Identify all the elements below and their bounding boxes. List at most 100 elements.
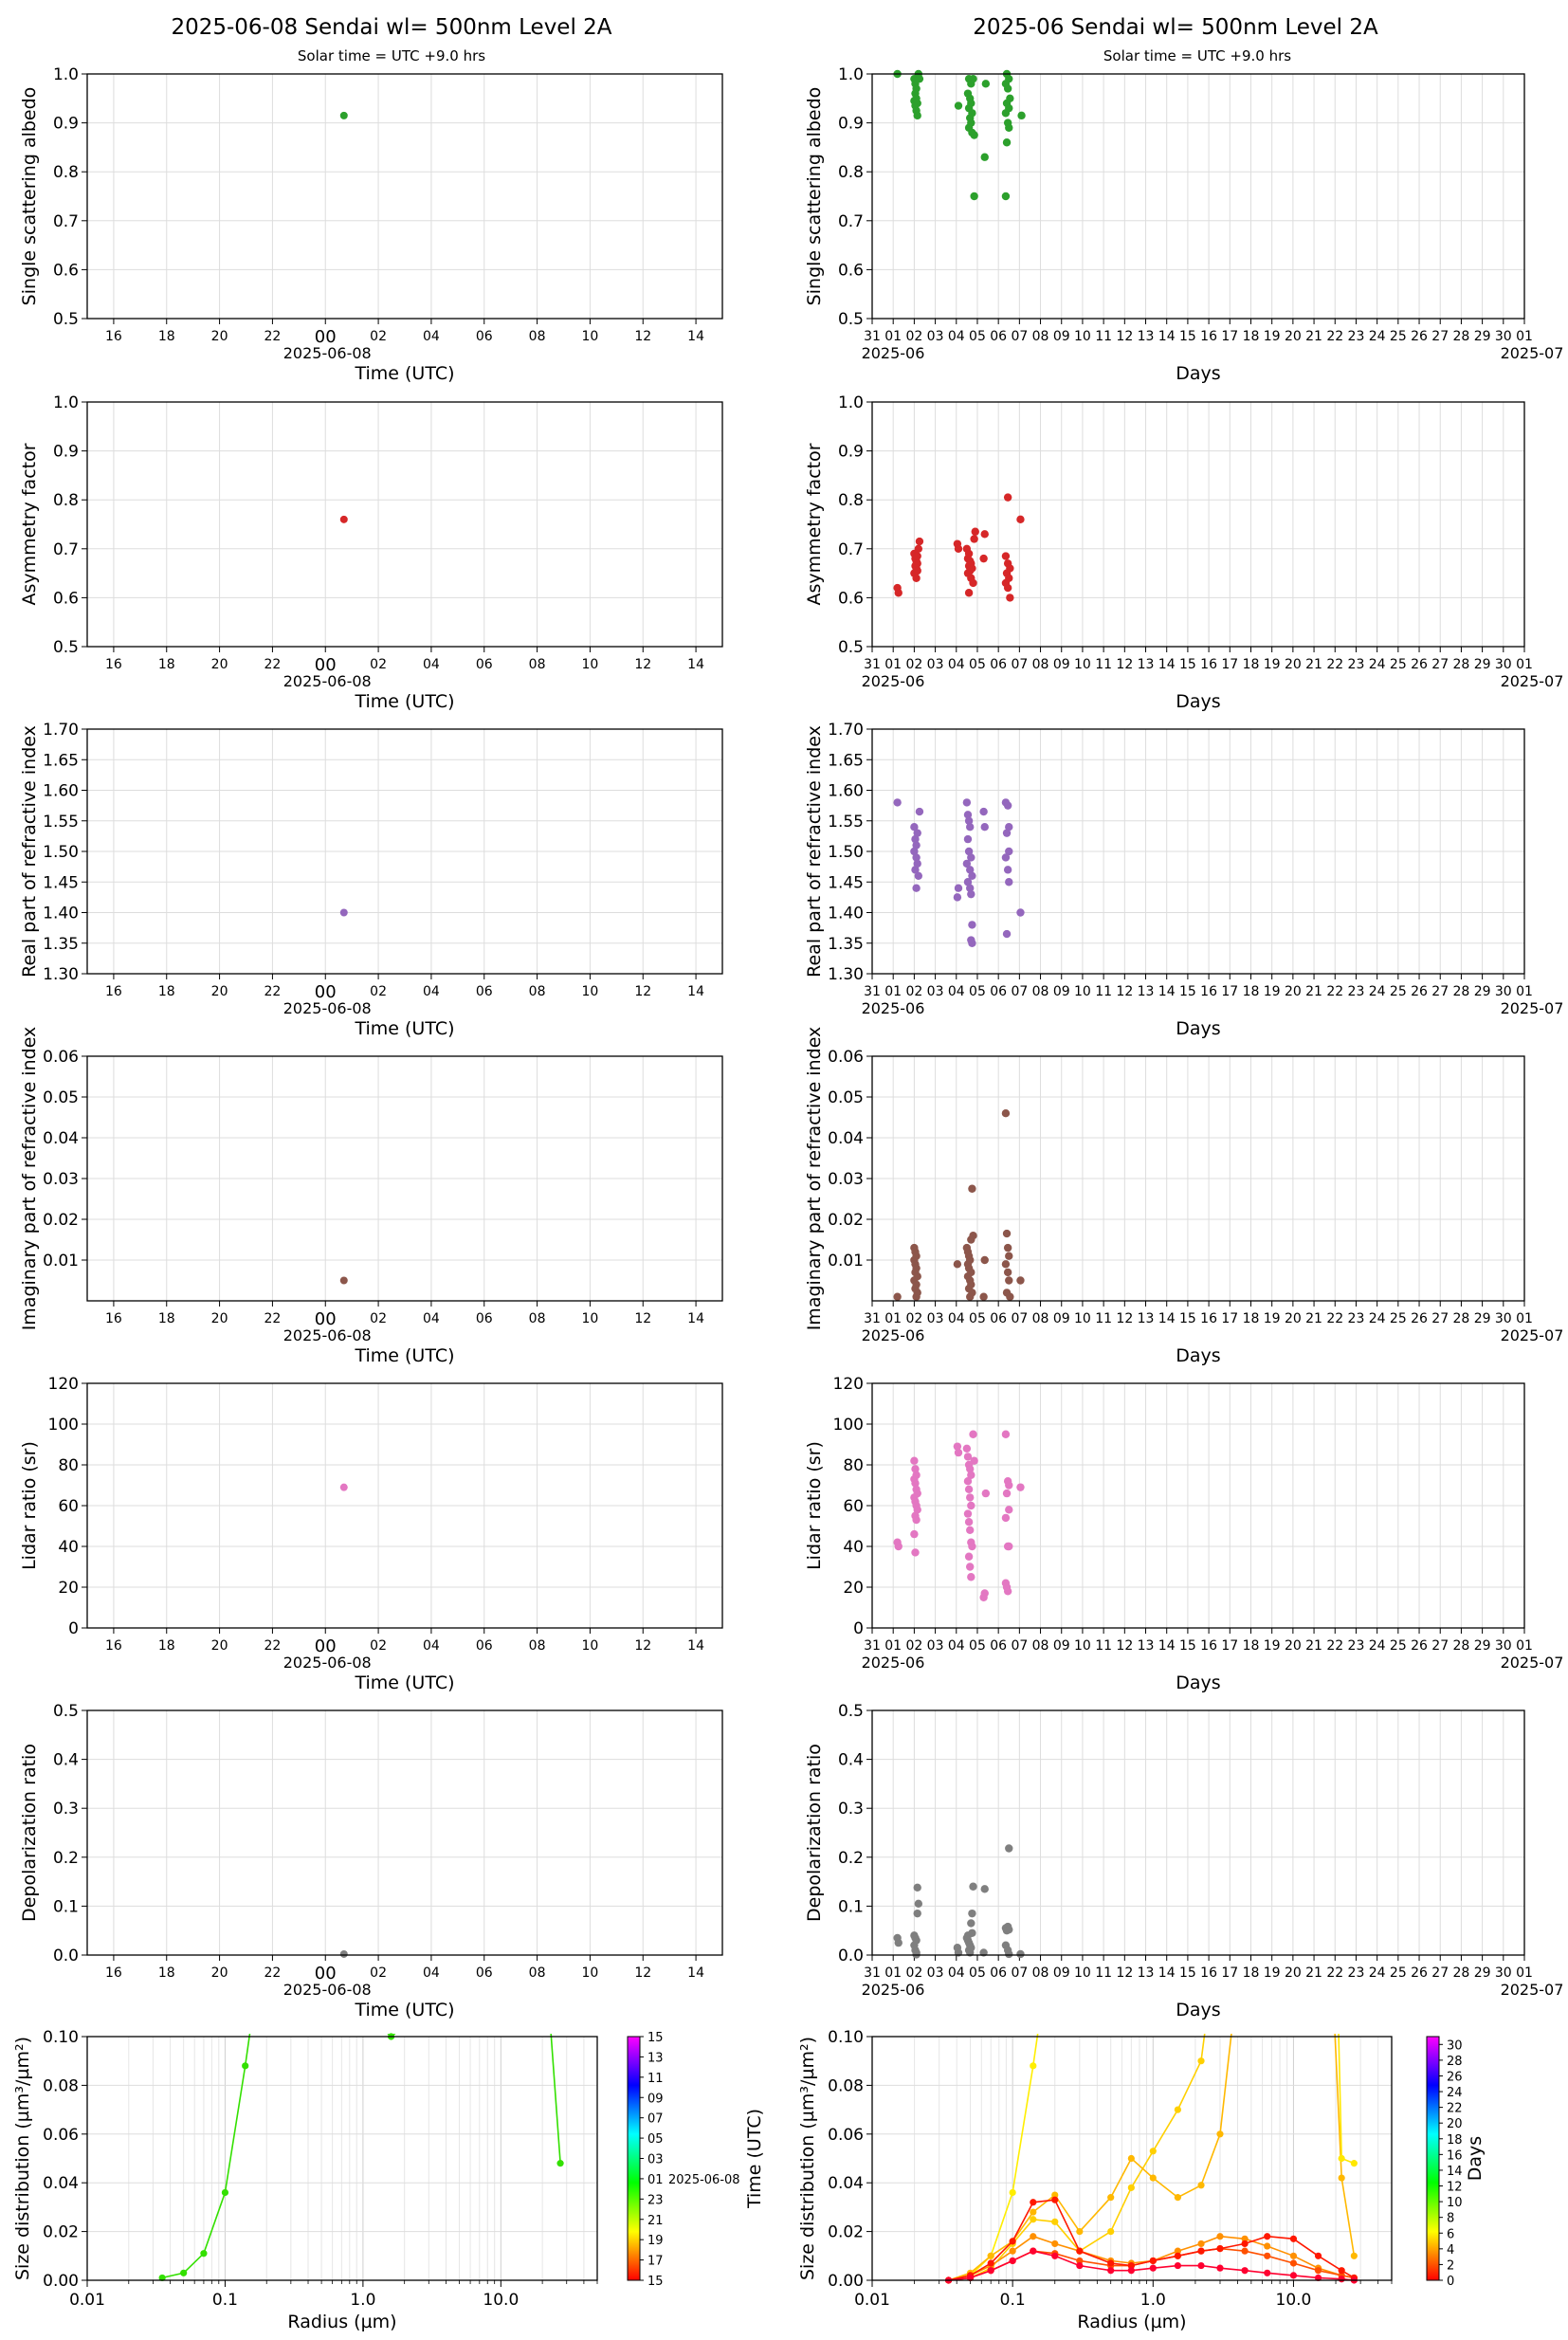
colorbar-right-tick-label: 4 — [1447, 2243, 1454, 2258]
colorbar-left-tick-label: 01 — [647, 2173, 664, 2187]
ssa-month-point — [1002, 138, 1012, 147]
depol-right-xtick-label: 07 — [1011, 1965, 1028, 1981]
imag-month-point — [912, 1292, 921, 1301]
ssa-month-point — [970, 131, 978, 139]
real-month-point — [962, 859, 972, 868]
imag-right-month-start: 2025-06 — [862, 1326, 925, 1344]
ssa-left-xlabel: Time (UTC) — [354, 363, 454, 384]
psd-right-ytick-label: 0.08 — [828, 2076, 864, 2095]
real-month-point — [962, 798, 972, 807]
psd-right-series-point — [1107, 2194, 1115, 2202]
colorbar-right-tick-label: 28 — [1447, 2055, 1463, 2069]
asym-right-xtick-label: 01 — [884, 657, 902, 672]
asym-right-xtick-label: 30 — [1495, 657, 1512, 672]
depol-right-xtick-label: 27 — [1431, 1965, 1449, 1981]
real-month-point — [912, 853, 921, 862]
lidar-month-point — [981, 1489, 991, 1498]
depol-month-point — [967, 1919, 975, 1928]
lidar-month-point — [967, 1501, 975, 1510]
colorbar-left-tick-label: 09 — [647, 2092, 664, 2106]
ssa-right-xtick-label: 18 — [1243, 329, 1260, 344]
lidar-month-point — [963, 1453, 973, 1461]
ssa-month-point — [910, 97, 919, 105]
imag-left-xtick-label: 06 — [476, 1311, 493, 1326]
depol-month-point — [980, 1885, 989, 1893]
lidar-left-xtick-label: 20 — [211, 1638, 228, 1654]
depol-right-xtick-label: 23 — [1348, 1965, 1365, 1981]
real-right-xtick-label: 02 — [905, 984, 922, 999]
asym-right-xtick-label: 02 — [905, 657, 922, 672]
ssa-right-xtick-label: 30 — [1495, 329, 1512, 344]
imag-right-xtick-label: 01 — [1516, 1311, 1533, 1326]
real-right-xtick-label: 15 — [1179, 984, 1196, 999]
psd-left-series-point — [180, 2269, 188, 2276]
psd-right-series-point — [1289, 2259, 1298, 2267]
asym-left-xlabel: Time (UTC) — [354, 691, 454, 712]
real-month-point — [968, 939, 976, 947]
psd-right-series-point — [1051, 2239, 1059, 2248]
imag-left-xtick-label: 18 — [158, 1311, 175, 1326]
real-month-point — [968, 921, 976, 929]
ssa-right-xtick-label: 25 — [1390, 329, 1407, 344]
lidar-month-point — [1005, 1506, 1013, 1514]
depol-month-point — [1016, 1949, 1025, 1959]
real-left-xtick-label: 18 — [158, 984, 175, 999]
depol-left-ytick-label: 0.4 — [53, 1751, 79, 1770]
depol-month-point — [968, 1909, 976, 1918]
imag-left-xtick-label: 12 — [634, 1311, 651, 1326]
imag-right-xlabel: Days — [1176, 1345, 1220, 1366]
asym-right-xtick-label: 01 — [1516, 657, 1533, 672]
depol-left-xtick-label: 18 — [158, 1965, 175, 1981]
lidar-right-xtick-label: 20 — [1285, 1638, 1302, 1654]
psd-left-xtick-label: 10.0 — [483, 2291, 519, 2310]
real-month-point — [963, 834, 973, 844]
real-right-ytick-label: 1.45 — [828, 873, 864, 892]
asym-month-point — [970, 535, 978, 543]
real-right-ytick-label: 1.30 — [828, 965, 864, 984]
depol-right-xtick-label: 19 — [1264, 1965, 1281, 1981]
lidar-left-xlabel: Time (UTC) — [354, 1673, 454, 1693]
real-left-xtick-label: 20 — [211, 984, 228, 999]
lidar-right-xtick-label: 08 — [1032, 1638, 1049, 1654]
depol-left-ytick-label: 0.1 — [53, 1897, 79, 1916]
depol-left-xtick-label: 00 — [315, 1964, 337, 1984]
real-left-ytick-label: 1.50 — [43, 843, 79, 862]
colorbar-right-tick-label: 8 — [1447, 2212, 1454, 2226]
colorbar-left-tick-label: 15 — [647, 2275, 664, 2289]
lidar-right-xtick-label: 13 — [1138, 1638, 1155, 1654]
imag-left-xlabel: Time (UTC) — [354, 1345, 454, 1366]
psd-right-series-point — [1314, 2252, 1322, 2259]
real-right-xtick-label: 14 — [1158, 984, 1176, 999]
lidar-left-ytick-label: 80 — [58, 1456, 79, 1475]
asym-month-point — [969, 578, 977, 588]
asym-left-xtick-label: 12 — [634, 657, 651, 672]
real-month-point — [953, 893, 962, 902]
ssa-right-xtick-label: 04 — [948, 329, 965, 344]
lidar-right-xtick-label: 21 — [1305, 1638, 1322, 1654]
asym-right-xtick-label: 08 — [1032, 657, 1049, 672]
psd-left-series-point — [200, 2250, 208, 2258]
lidar-month-point — [966, 1563, 975, 1571]
psd-right-series-point — [1051, 2218, 1059, 2225]
lidar-right-ytick-label: 120 — [833, 1375, 864, 1394]
real-right-xtick-label: 26 — [1411, 984, 1428, 999]
asym-right-ytick-label: 0.8 — [838, 491, 864, 510]
psd-left-ytick-label: 0.04 — [43, 2174, 79, 2193]
real-month-point — [912, 884, 921, 892]
lidar-month-point — [964, 1485, 974, 1494]
psd-right-series-point — [1241, 2235, 1249, 2242]
colorbar-right-tick-label: 6 — [1447, 2227, 1454, 2241]
psd-right-series-point — [1197, 2239, 1205, 2248]
psd-right-series-point — [1197, 2247, 1205, 2255]
real-right-ytick-label: 1.40 — [828, 905, 864, 923]
ssa-right-xtick-label: 23 — [1348, 329, 1365, 344]
lidar-month-point — [1003, 1587, 1012, 1596]
real-month-point — [912, 841, 921, 850]
asym-left-frame — [86, 401, 723, 648]
real-right-xtick-label: 05 — [969, 984, 986, 999]
ssa-month-point — [969, 74, 977, 83]
lidar-month-point — [894, 1542, 903, 1551]
imag-right-xtick-label: 11 — [1095, 1311, 1112, 1326]
depol-right-xtick-label: 17 — [1221, 1965, 1238, 1981]
ssa-left-ytick-label: 0.9 — [53, 115, 79, 134]
